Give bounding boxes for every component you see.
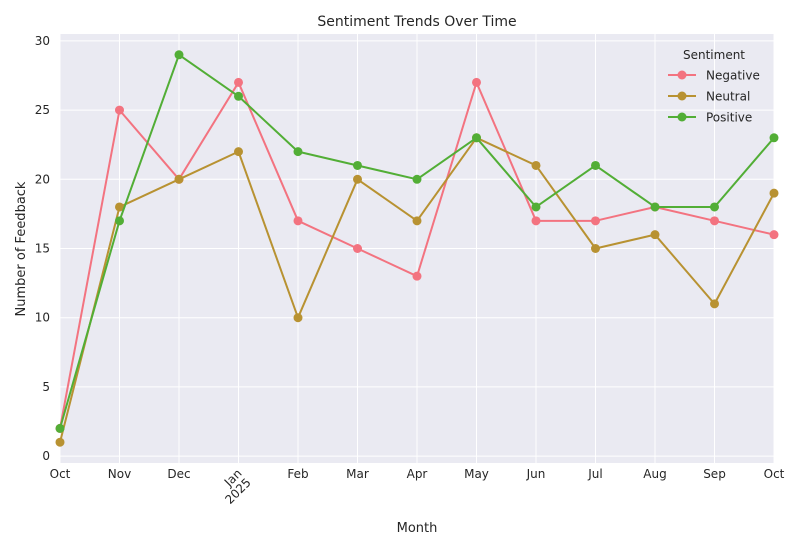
data-point-neutral	[353, 174, 362, 184]
x-tick-label: Oct	[50, 467, 71, 481]
y-tick-label: 20	[35, 172, 50, 186]
data-point-positive	[769, 133, 779, 143]
y-axis-label: Number of Feedback	[14, 181, 29, 316]
data-point-negative	[769, 230, 779, 240]
data-point-negative	[591, 216, 600, 226]
y-tick-label: 15	[35, 242, 50, 256]
data-point-positive	[234, 91, 243, 101]
series-neutral	[55, 133, 779, 447]
legend-item-negative: Negative	[668, 69, 760, 83]
x-tick-label: Aug	[643, 467, 666, 481]
data-point-positive	[710, 202, 719, 212]
legend-label: Negative	[706, 69, 760, 83]
x-tick-label: Apr	[407, 467, 428, 481]
data-point-positive	[412, 174, 422, 184]
data-point-negative	[412, 271, 422, 281]
data-point-positive	[293, 147, 303, 157]
data-point-neutral	[234, 147, 243, 157]
y-tick-label: 0	[42, 449, 50, 463]
data-point-neutral	[769, 188, 779, 198]
series-positive	[55, 50, 779, 433]
legend-item-positive: Positive	[668, 111, 752, 125]
chart-title: Sentiment Trends Over Time	[317, 14, 516, 30]
data-point-neutral	[650, 230, 660, 240]
grid-lines	[59, 34, 775, 463]
legend: Sentiment Negative Neutral Positive	[668, 48, 760, 125]
data-point-neutral	[293, 313, 303, 323]
data-point-neutral	[412, 216, 422, 226]
data-point-neutral	[591, 244, 600, 253]
legend-marker	[677, 91, 687, 101]
x-tick-label: Dec	[167, 467, 190, 481]
series-lines	[55, 50, 779, 447]
legend-label: Neutral	[706, 90, 750, 104]
x-tick-label: Mar	[346, 467, 369, 481]
y-tick-label: 25	[35, 103, 50, 117]
x-tick-label: May	[464, 467, 489, 481]
x-axis-label: Month	[397, 521, 438, 536]
x-tick-label: Feb	[287, 467, 308, 481]
data-point-neutral	[174, 174, 184, 184]
data-point-positive	[174, 50, 184, 60]
legend-marker	[677, 112, 687, 122]
y-tick-labels: 0 5 10 15 20 25 30	[35, 34, 50, 463]
data-point-negative	[472, 77, 481, 87]
data-point-neutral	[710, 299, 719, 309]
y-tick-label: 5	[42, 380, 50, 394]
x-tick-label: Jun	[526, 467, 546, 481]
legend-label: Positive	[706, 111, 752, 125]
data-point-negative	[293, 216, 303, 226]
data-point-negative	[353, 244, 362, 253]
x-tick-label: Oct	[764, 467, 785, 481]
legend-item-neutral: Neutral	[668, 90, 750, 104]
y-tick-label: 30	[35, 34, 50, 48]
data-point-positive	[115, 216, 124, 226]
data-point-positive	[531, 202, 541, 212]
data-point-positive	[650, 202, 660, 212]
data-point-positive	[472, 133, 481, 143]
legend-marker	[677, 70, 687, 80]
x-tick-label: Nov	[108, 467, 131, 481]
data-point-neutral	[531, 160, 541, 170]
y-tick-label: 10	[35, 311, 50, 325]
data-point-positive	[353, 160, 362, 170]
data-point-positive	[55, 423, 65, 433]
data-point-negative	[531, 216, 541, 226]
data-point-neutral	[55, 437, 65, 447]
x-tick-label: Sep	[703, 467, 726, 481]
data-point-negative	[115, 105, 124, 115]
x-tick-label: Jul	[587, 467, 602, 481]
legend-title: Sentiment	[683, 48, 745, 62]
data-point-positive	[591, 160, 600, 170]
data-point-negative	[234, 77, 243, 87]
data-point-neutral	[115, 202, 124, 212]
data-point-negative	[710, 216, 719, 226]
